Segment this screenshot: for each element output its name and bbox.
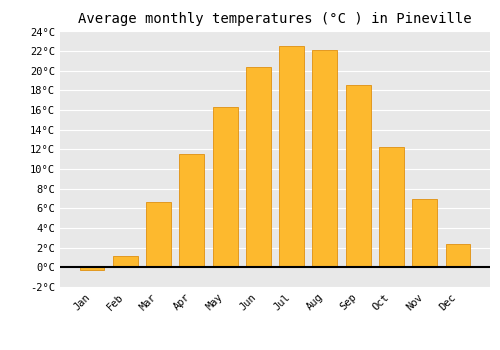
Bar	[312, 50, 338, 267]
Bar	[113, 256, 138, 267]
Title: Average monthly temperatures (°C ) in Pineville: Average monthly temperatures (°C ) in Pi…	[78, 12, 472, 26]
Bar	[346, 85, 370, 267]
Bar	[146, 202, 171, 267]
Bar	[180, 154, 204, 267]
Bar	[80, 267, 104, 270]
Bar	[246, 67, 271, 267]
Bar	[212, 107, 238, 267]
Bar	[446, 244, 470, 267]
Bar	[379, 147, 404, 267]
Bar	[279, 46, 304, 267]
Bar	[412, 198, 437, 267]
